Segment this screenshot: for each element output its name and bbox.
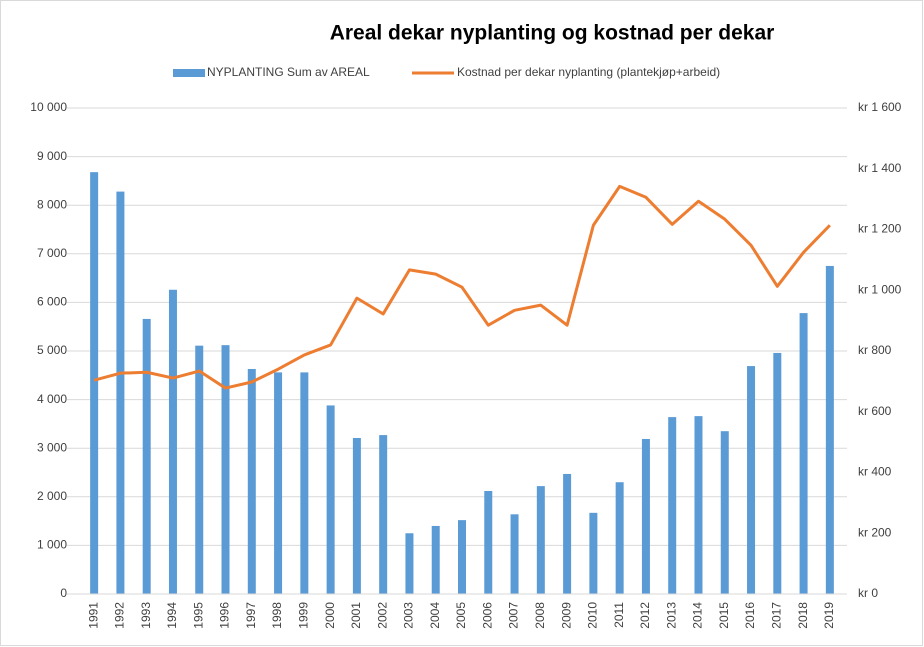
y-tick-label: 3 000: [37, 440, 67, 454]
bar: [458, 520, 466, 594]
y-tick-label: 1 000: [37, 538, 67, 552]
x-tick-label: 2006: [480, 602, 494, 629]
y-tick-label: 2 000: [37, 489, 67, 503]
x-tick-label: 2015: [717, 602, 731, 629]
bar: [195, 345, 204, 594]
x-tick-label: 2009: [559, 602, 573, 629]
x-tick-label: 1996: [218, 602, 232, 629]
bar: [247, 368, 256, 594]
y-tick-label: 0: [60, 586, 67, 600]
bar: [116, 191, 125, 595]
bar: [799, 313, 808, 594]
bar: [142, 318, 151, 594]
x-tick-label: 2012: [638, 602, 652, 629]
y2-tick-label: kr 800: [858, 343, 892, 357]
x-tick-label: 2002: [375, 602, 389, 629]
x-tick-label: 1992: [113, 602, 127, 629]
bar: [326, 405, 335, 594]
bar: [536, 486, 545, 594]
legend-label: NYPLANTING Sum av AREAL: [207, 65, 370, 79]
x-tick-label: 2000: [323, 602, 337, 629]
chart-title: Areal dekar nyplanting og kostnad per de…: [330, 22, 775, 45]
line: [93, 184, 831, 390]
bar: [747, 366, 756, 594]
bar: [641, 438, 650, 594]
y-tick-label: 6 000: [37, 295, 67, 309]
x-tick-label: 1998: [270, 602, 284, 629]
bar: [825, 265, 834, 594]
bar: [221, 345, 230, 594]
x-tick-label: 2019: [822, 602, 836, 629]
x-tick-label: 1997: [244, 602, 258, 629]
x-tick-label: 2014: [691, 602, 705, 629]
y2-tick-label: kr 1 400: [858, 161, 902, 175]
y-tick-label: 10 000: [30, 100, 67, 114]
x-tick-label: 2003: [402, 602, 416, 629]
y2-tick-label: kr 200: [858, 525, 892, 539]
bar: [300, 372, 309, 594]
y2-tick-label: kr 400: [858, 465, 892, 479]
x-tick-label: 2010: [586, 602, 600, 629]
bar: [405, 533, 414, 594]
x-tick-label: 2017: [769, 602, 783, 629]
y2-tick-label: kr 600: [858, 404, 892, 418]
x-tick-label: 1999: [297, 602, 311, 629]
y-tick-label: 9 000: [37, 149, 67, 163]
legend-label: Kostnad per dekar nyplanting (plantekjøp…: [457, 65, 720, 79]
bar: [589, 512, 598, 594]
y2-tick-label: kr 1 600: [858, 100, 902, 114]
x-tick-label: 1991: [86, 602, 100, 629]
x-tick-label: 2008: [533, 602, 547, 629]
y2-tick-label: kr 1 000: [858, 282, 902, 296]
x-tick-label: 2004: [428, 602, 442, 629]
legend-swatch: [173, 69, 205, 77]
x-tick-label: 2013: [664, 602, 678, 629]
bar: [90, 172, 99, 595]
bar: [510, 514, 519, 594]
y2-tick-label: kr 0: [858, 586, 878, 600]
x-tick-label: 1994: [165, 602, 179, 629]
x-tick-label: 2018: [796, 602, 810, 629]
x-tick-label: 2016: [743, 602, 757, 629]
bar: [694, 416, 703, 594]
y-tick-label: 7 000: [37, 246, 67, 260]
bar: [668, 417, 677, 594]
y-tick-label: 4 000: [37, 392, 67, 406]
bar: [352, 437, 361, 594]
bar: [484, 490, 493, 594]
x-tick-label: 2007: [507, 602, 521, 629]
x-tick-label: 1993: [139, 602, 153, 629]
x-tick-label: 2011: [612, 602, 626, 628]
bar: [274, 372, 283, 594]
x-tick-label: 2001: [349, 602, 363, 629]
bar: [773, 352, 782, 594]
bar: [379, 435, 388, 594]
y-tick-label: 5 000: [37, 343, 67, 357]
bar: [720, 431, 729, 594]
y2-tick-label: kr 1 200: [858, 222, 902, 236]
x-tick-label: 1995: [191, 602, 205, 629]
bar: [168, 289, 177, 594]
y-tick-label: 8 000: [37, 197, 67, 211]
bar: [431, 525, 440, 594]
bar: [615, 482, 624, 594]
bar: [563, 473, 572, 594]
x-tick-label: 2005: [454, 602, 468, 629]
